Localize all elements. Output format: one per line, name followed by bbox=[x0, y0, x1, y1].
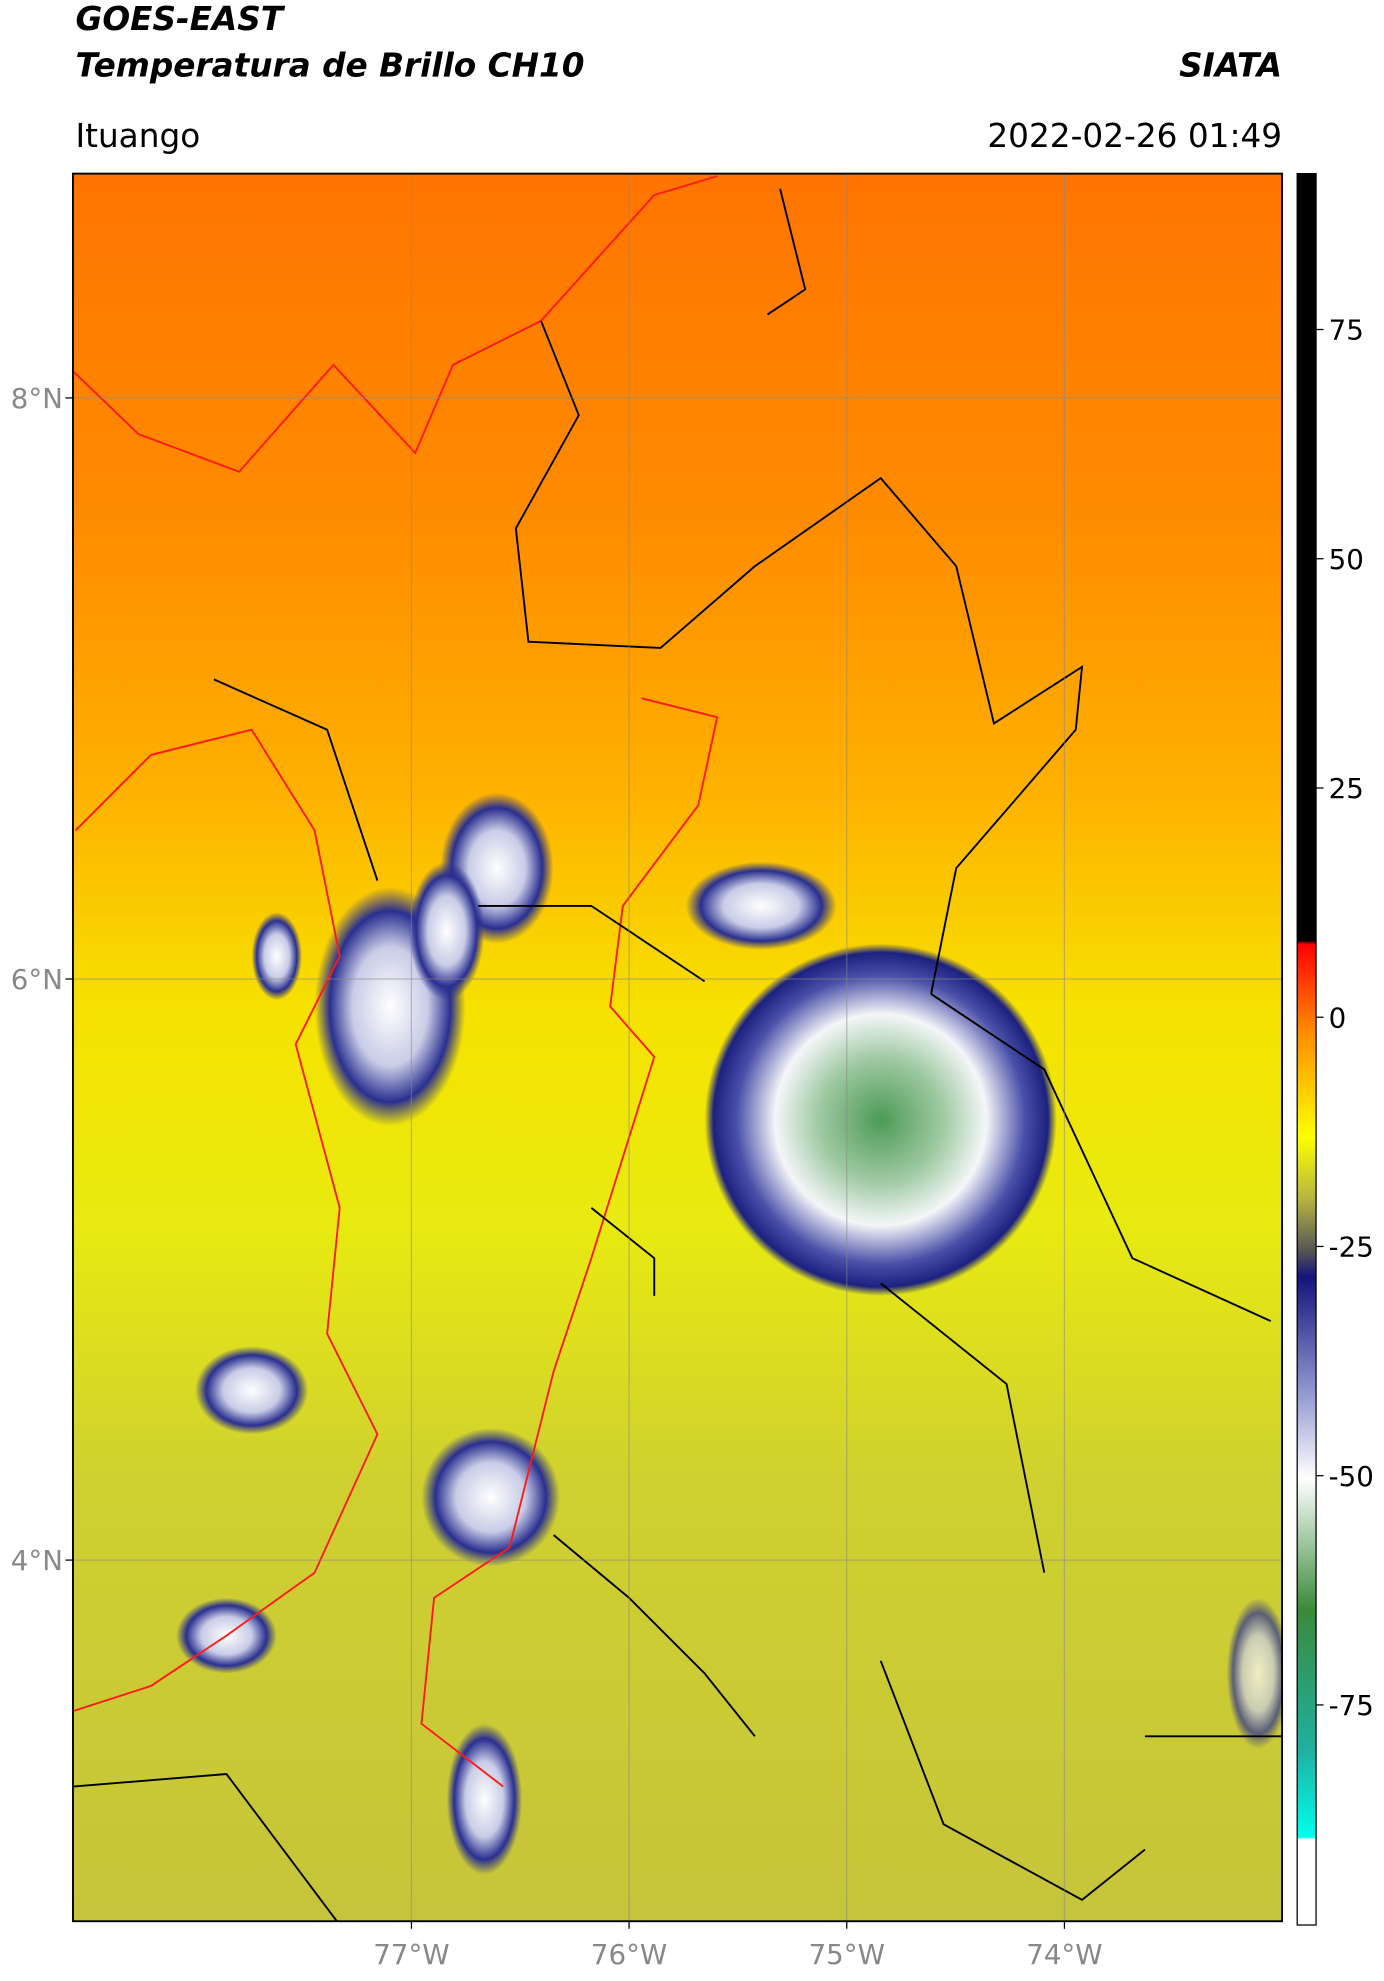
map-image bbox=[72, 173, 1283, 1922]
colorbar-tick-label: 25 bbox=[1329, 772, 1364, 805]
lon-tick-label: 77°W bbox=[373, 1938, 449, 1971]
source: SIATA bbox=[1179, 47, 1282, 85]
lon-tick-label: 76°W bbox=[591, 1938, 667, 1971]
lon-tick-label: 75°W bbox=[809, 1938, 885, 1971]
title: GOES-EAST bbox=[75, 0, 285, 38]
lat-tick-label: 8°N bbox=[11, 382, 63, 415]
subtitle: Temperatura de Brillo CH10 bbox=[75, 47, 584, 85]
lon-tick-label: 74°W bbox=[1026, 1938, 1102, 1971]
lat-tick-label: 6°N bbox=[11, 963, 63, 996]
location: Ituango bbox=[75, 117, 200, 155]
colorbar-tick-label: 0 bbox=[1329, 1001, 1347, 1034]
colorbar-tick-label: 50 bbox=[1329, 543, 1364, 576]
map-frame bbox=[72, 172, 1284, 1923]
colorbar-tick-label: -75 bbox=[1329, 1689, 1374, 1722]
colorbar-tick-label: -50 bbox=[1329, 1460, 1374, 1493]
lat-tick-label: 4°N bbox=[11, 1544, 63, 1577]
colorbar-tick-label: -25 bbox=[1329, 1231, 1374, 1264]
datetime: 2022-02-26 01:49 bbox=[987, 117, 1282, 155]
colorbar-tick-label: 75 bbox=[1329, 314, 1364, 347]
colorbar bbox=[1296, 172, 1317, 1926]
